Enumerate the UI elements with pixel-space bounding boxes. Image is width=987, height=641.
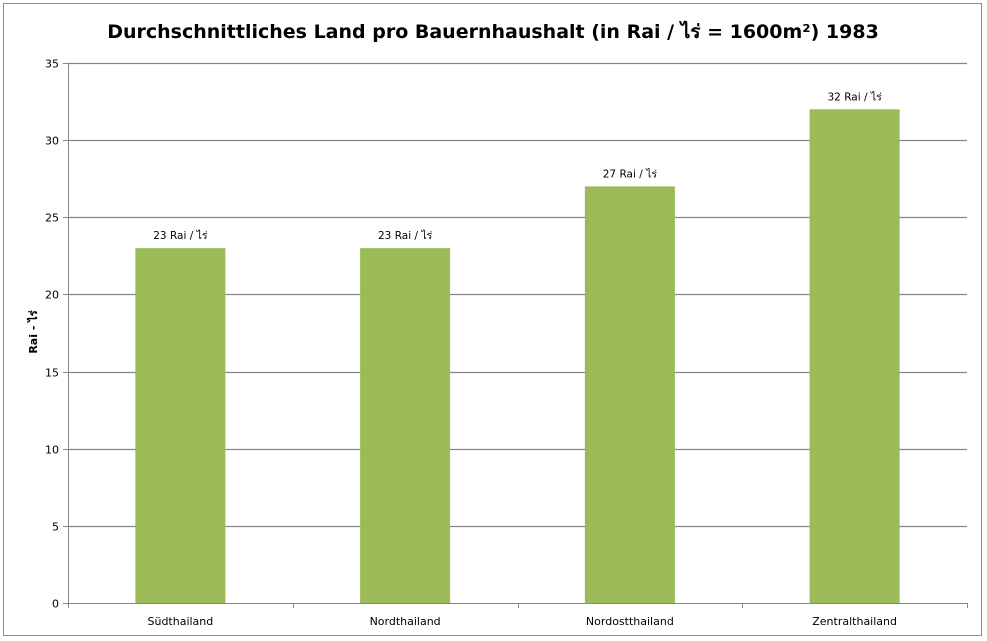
data-label: 32 Rai / ไร่ bbox=[828, 90, 883, 103]
y-tick-label: 35 bbox=[45, 58, 59, 71]
chart-title: Durchschnittliches Land pro Bauernhausha… bbox=[107, 20, 879, 43]
y-tick-label: 15 bbox=[45, 367, 59, 380]
y-axis-label: Rai - ไร่ bbox=[26, 310, 40, 353]
y-tick-label: 0 bbox=[52, 598, 59, 611]
y-tick-label: 5 bbox=[52, 521, 59, 534]
x-tick-label: Nordostthailand bbox=[586, 615, 674, 628]
labels: 0 5 10 15 20 25 30 35 23 Rai / ไร่ Südthailand 23 … bbox=[45, 58, 897, 629]
y-tick-label: 20 bbox=[45, 289, 59, 302]
bar bbox=[809, 109, 900, 604]
x-tick-label: Nordthailand bbox=[370, 615, 441, 628]
data-label: 23 Rai / ไร่ bbox=[378, 229, 433, 242]
bar bbox=[135, 248, 226, 603]
y-tick-label: 25 bbox=[45, 212, 59, 225]
x-tick-label: Südthailand bbox=[147, 615, 213, 628]
y-tick-label: 10 bbox=[45, 444, 59, 457]
data-label: 23 Rai / ไร่ bbox=[153, 229, 208, 242]
bar bbox=[360, 248, 451, 603]
x-tick-label: Zentralthailand bbox=[812, 615, 897, 628]
data-label: 27 Rai / ไร่ bbox=[603, 167, 658, 180]
bars bbox=[135, 109, 900, 604]
axes bbox=[63, 63, 968, 608]
y-tick-label: 30 bbox=[45, 135, 59, 148]
bar bbox=[584, 186, 675, 603]
